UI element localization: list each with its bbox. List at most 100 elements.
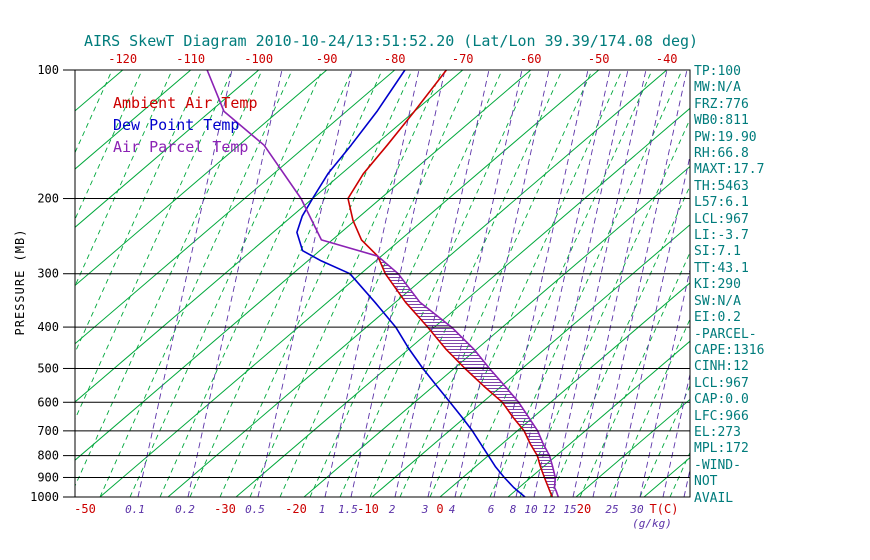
mixing-ratio-line xyxy=(533,70,629,497)
info-line: MW:N/A xyxy=(694,80,741,96)
mixing-ratio-line xyxy=(592,70,688,497)
moist-adiabat-line xyxy=(75,70,233,421)
mixing-ratio-line xyxy=(350,70,446,497)
moist-adiabat-line xyxy=(429,70,623,497)
isotherm-line xyxy=(575,398,690,497)
top-temp-label: -60 xyxy=(520,52,542,66)
moist-adiabat-line xyxy=(489,70,683,497)
info-line: FRZ:776 xyxy=(694,96,749,112)
info-line: SI:7.1 xyxy=(694,244,741,260)
bottom-axis-label: 0 xyxy=(436,502,443,516)
moist-adiabat-line xyxy=(75,70,113,154)
pressure-tick-label: 500 xyxy=(37,361,59,375)
isotherm-line xyxy=(75,70,260,228)
info-line: -WIND- xyxy=(694,457,741,473)
info-line: EI:0.2 xyxy=(694,310,741,326)
bottom-axis-label: T(C) xyxy=(650,502,679,516)
info-line: LCL:967 xyxy=(694,375,749,391)
isotherm-line xyxy=(303,165,690,497)
moist-adiabat-line xyxy=(75,70,263,487)
pressure-tick-label: 400 xyxy=(37,320,59,334)
isotherm-line xyxy=(75,70,396,345)
bottom-axis-label: 30 xyxy=(629,503,644,516)
mixing-ratio-line xyxy=(394,70,490,497)
pressure-tick-label: 300 xyxy=(37,267,59,281)
moist-adiabat-line xyxy=(399,70,593,497)
pressure-tick-label: 700 xyxy=(37,424,59,438)
moist-adiabat-line xyxy=(159,70,353,497)
top-temp-label: -70 xyxy=(452,52,474,66)
bottom-axis-label: 1.5 xyxy=(338,503,358,516)
info-line: TH:5463 xyxy=(694,178,749,194)
bottom-axis-label: 6 xyxy=(488,503,495,516)
moist-adiabat-line xyxy=(75,70,203,354)
dew-point-curve xyxy=(296,70,526,497)
moist-adiabat-line xyxy=(75,70,173,287)
bottom-axis-label: -50 xyxy=(74,502,96,516)
info-line: -PARCEL- xyxy=(694,326,757,342)
top-temp-label: -80 xyxy=(384,52,406,66)
info-line: SW:N/A xyxy=(694,293,741,309)
bottom-axis-label: -20 xyxy=(285,502,307,516)
moist-adiabat-line xyxy=(189,70,383,497)
bottom-axis-label: 8 xyxy=(510,503,517,516)
top-temp-label: -90 xyxy=(316,52,338,66)
isotherm-line xyxy=(75,70,328,287)
bottom-axis-label: 3 xyxy=(421,503,429,516)
mixing-ratio-line xyxy=(493,70,589,497)
isotherm-line xyxy=(167,70,668,497)
mixing-ratio-line xyxy=(137,70,233,497)
isotherm-line xyxy=(75,70,192,170)
legend-dew-point-temp: Dew Point Temp xyxy=(113,116,240,134)
mixing-ratio-line xyxy=(639,267,690,497)
chart-title: AIRS SkewT Diagram 2010-10-24/13:51:52.2… xyxy=(84,32,699,50)
bottom-axis-label: (g/kg) xyxy=(632,517,672,530)
isotherm-line xyxy=(507,340,690,497)
moist-adiabat-line xyxy=(339,70,533,497)
info-line: EL:273 xyxy=(694,424,741,440)
moist-adiabat-line xyxy=(75,70,143,221)
pressure-tick-label: 200 xyxy=(37,192,59,206)
sounding-indices-panel: TP:100 MW:N/A FRZ:776 WB0:811 PW:19.90 RH:66.… xyxy=(694,64,866,507)
bottom-axis-label: 25 xyxy=(605,503,618,516)
bottom-axis-label: 0.1 xyxy=(125,503,145,516)
pressure-tick-label: 1000 xyxy=(30,490,59,504)
bottom-axis-label: -30 xyxy=(214,502,236,516)
moist-adiabat-line xyxy=(459,70,653,497)
bottom-axis-label: 12 xyxy=(542,503,556,516)
pressure-tick-label: 600 xyxy=(37,395,59,409)
info-line: CAP:0.0 xyxy=(694,392,749,408)
mixing-ratio-line xyxy=(427,70,523,497)
bottom-axis-label: 0.2 xyxy=(175,503,195,516)
mixing-ratio-line xyxy=(257,70,353,497)
mixing-ratio-line xyxy=(551,70,647,497)
info-line: AVAIL xyxy=(694,490,734,506)
legend-ambient-air-temp: Ambient Air Temp xyxy=(113,94,258,112)
pressure-tick-label: 800 xyxy=(37,449,59,463)
info-line: TP:100 xyxy=(694,64,741,79)
plot-grid xyxy=(75,70,690,497)
moist-adiabat-line xyxy=(279,70,473,497)
info-line: NOT xyxy=(694,474,718,490)
bottom-axis-label: 15 xyxy=(563,503,576,516)
cape-hatch-region xyxy=(377,256,556,491)
info-line: MPL:172 xyxy=(694,441,749,457)
info-line: RH:66.8 xyxy=(694,146,749,162)
top-temp-label: -50 xyxy=(588,52,610,66)
info-line: L57:6.1 xyxy=(694,195,749,211)
mixing-ratio-line xyxy=(662,372,690,497)
isotherm-line xyxy=(75,70,464,403)
legend: Ambient Air Temp Dew Point Temp Air Parc… xyxy=(113,92,258,158)
bottom-axis-label: 10 xyxy=(524,503,538,516)
bottom-axis-label: 2 xyxy=(389,503,396,516)
plot-border xyxy=(74,69,691,498)
mixing-ratio-line xyxy=(572,70,668,497)
isotherm-line xyxy=(235,107,690,497)
info-line: LI:-3.7 xyxy=(694,228,749,244)
isotherm-line xyxy=(99,70,600,497)
info-line: MAXT:17.7 xyxy=(694,162,765,178)
legend-air-parcel-temp: Air Parcel Temp xyxy=(113,138,249,156)
moist-adiabat-line xyxy=(219,70,413,497)
